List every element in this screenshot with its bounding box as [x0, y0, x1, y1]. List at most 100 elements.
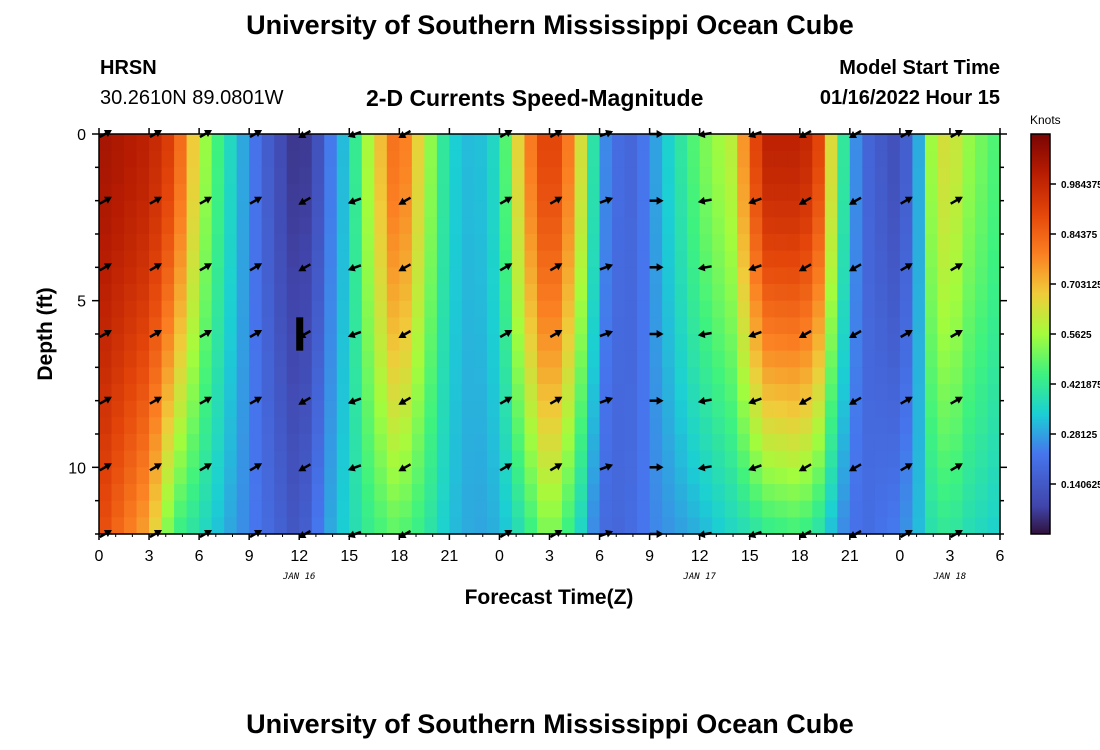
heatmap-cell — [386, 150, 400, 168]
heatmap-cell — [699, 517, 713, 535]
heatmap-cell — [511, 334, 526, 352]
heatmap-cell — [574, 350, 588, 368]
heatmap-cell — [211, 517, 225, 535]
heatmap-cell — [674, 500, 688, 518]
heatmap-cell — [449, 317, 463, 335]
heatmap-cell — [699, 400, 713, 418]
heatmap-cell — [149, 484, 163, 502]
heatmap-cell — [799, 134, 813, 152]
heatmap-cell — [499, 234, 513, 252]
heatmap-cell — [687, 317, 701, 335]
heatmap-cell — [787, 150, 801, 168]
heatmap-cell — [536, 167, 551, 185]
heatmap-cell — [637, 267, 651, 285]
heatmap-cell — [962, 517, 976, 535]
heatmap-cell — [524, 434, 538, 452]
heatmap-cell — [774, 250, 788, 268]
heatmap-cell — [536, 250, 551, 268]
heatmap-cell — [474, 300, 488, 318]
heatmap-cell — [111, 200, 125, 218]
heatmap-cell — [161, 200, 175, 218]
heatmap-cell — [536, 334, 551, 352]
heatmap-cell — [762, 417, 776, 435]
current-arrow — [697, 196, 712, 205]
chart-subtitle: 2-D Currents Speed-Magnitude — [366, 85, 704, 111]
current-arrow — [798, 329, 812, 339]
heatmap-cell — [887, 517, 901, 535]
heatmap-cell — [374, 317, 388, 335]
heatmap-cell — [499, 350, 513, 368]
heatmap-cell — [637, 384, 651, 402]
heatmap-cell — [161, 367, 175, 385]
heatmap-cell — [899, 234, 913, 252]
heatmap-cell — [599, 250, 613, 268]
current-arrow — [697, 330, 712, 339]
heatmap-cell — [411, 467, 425, 485]
heatmap-cell — [124, 150, 138, 168]
heatmap-cell — [612, 350, 626, 368]
heatmap-cell — [674, 234, 688, 252]
heatmap-cell — [399, 367, 413, 385]
heatmap-cell — [874, 500, 888, 518]
current-arrow — [697, 263, 712, 272]
heatmap-cell — [486, 200, 501, 218]
current-arrow — [149, 196, 162, 205]
heatmap-cell — [912, 384, 926, 402]
heatmap-cell — [299, 134, 313, 152]
heatmap-cell — [149, 284, 163, 302]
heatmap-cell — [774, 300, 788, 318]
heatmap-cell — [161, 134, 175, 152]
heatmap-cell — [224, 150, 238, 168]
heatmap-cell — [837, 400, 851, 418]
heatmap-cell — [136, 517, 150, 535]
heatmap-cell — [499, 467, 513, 485]
heatmap-cell — [762, 400, 776, 418]
heatmap-cell — [511, 450, 526, 468]
heatmap-cell — [662, 250, 676, 268]
heatmap-cell — [474, 517, 488, 535]
heatmap-cell — [174, 334, 188, 352]
heatmap-cell — [336, 400, 350, 418]
heatmap-cell — [637, 167, 651, 185]
heatmap-cell — [874, 217, 888, 235]
heatmap-cell — [824, 267, 838, 285]
heatmap-cell — [324, 417, 338, 435]
colorbar-tick-label: 0.84375 — [1061, 230, 1098, 241]
heatmap-cell — [699, 434, 713, 452]
heatmap-cell — [724, 400, 738, 418]
heatmap-cell — [724, 167, 738, 185]
heatmap-cell — [562, 450, 576, 468]
heatmap-cell — [374, 200, 388, 218]
heatmap-cell — [461, 217, 476, 235]
heatmap-cell — [311, 184, 325, 202]
heatmap-cell — [574, 317, 588, 335]
heatmap-cell — [236, 150, 250, 168]
heatmap-cell — [361, 484, 375, 502]
heatmap-cell — [774, 434, 788, 452]
heatmap-cell — [562, 150, 576, 168]
heatmap-cell — [449, 400, 463, 418]
heatmap-cell — [837, 417, 851, 435]
heatmap-cell — [637, 500, 651, 518]
heatmap-cell — [962, 417, 976, 435]
heatmap-cell — [111, 400, 125, 418]
heatmap-cell — [974, 134, 989, 152]
heatmap-cell — [774, 484, 788, 502]
heatmap-cell — [649, 184, 663, 202]
heatmap-cell — [536, 300, 551, 318]
heatmap-cell — [99, 350, 113, 368]
heatmap-cell — [349, 150, 363, 168]
heatmap-cell — [624, 517, 638, 535]
heatmap-cell — [374, 367, 388, 385]
heatmap-cell — [662, 167, 676, 185]
heatmap-cell — [111, 317, 125, 335]
heatmap-cell — [536, 150, 551, 168]
heatmap-cell — [987, 300, 1001, 318]
heatmap-cell — [174, 500, 188, 518]
heatmap-cell — [587, 300, 601, 318]
heatmap-cell — [899, 484, 913, 502]
heatmap-cell — [699, 234, 713, 252]
heatmap-cell — [637, 200, 651, 218]
heatmap-cell — [549, 484, 563, 502]
heatmap-cell — [574, 450, 588, 468]
